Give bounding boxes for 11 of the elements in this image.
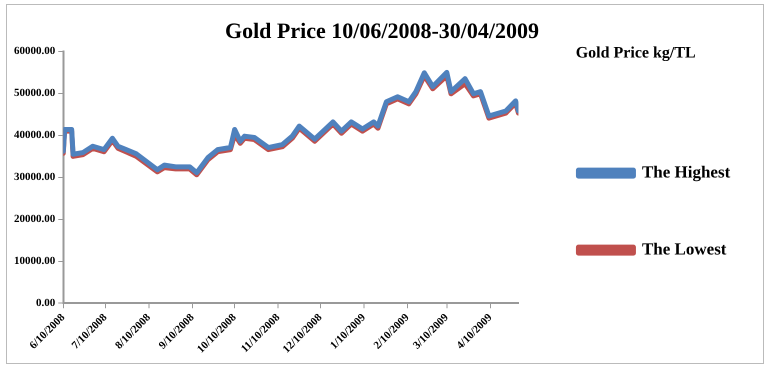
legend-label: The Lowest	[642, 239, 740, 258]
legend-title: Gold Price kg/TL	[576, 44, 696, 62]
y-tick-label: 10000.00	[14, 255, 56, 268]
y-tick-label: 60000.00	[14, 45, 56, 58]
y-tick-label: 20000.00	[14, 213, 56, 226]
legend-label: The Highest	[642, 162, 743, 182]
chart-title: Gold Price 10/06/2008-30/04/2009	[224, 18, 540, 43]
y-tick-label: 30000.00	[14, 171, 56, 184]
y-tick-label: 40000.00	[14, 129, 56, 142]
y-tick-label: 0.00	[36, 297, 56, 310]
y-tick-label: 50000.00	[14, 87, 56, 100]
